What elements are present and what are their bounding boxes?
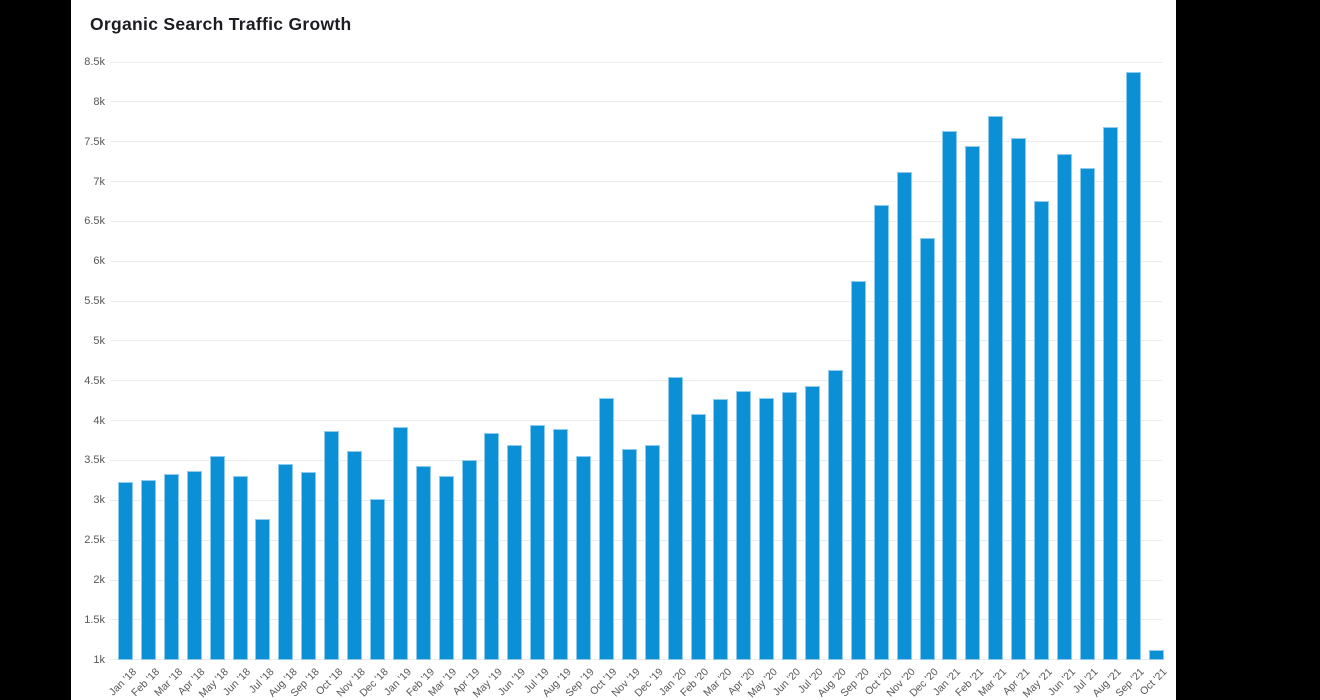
y-tick-label: 8k [93, 95, 105, 108]
bar[interactable] [461, 459, 477, 660]
y-tick-label: 6.5k [84, 215, 105, 228]
y-tick-label: 5k [93, 334, 105, 347]
bar[interactable] [850, 281, 866, 660]
bar[interactable] [782, 391, 798, 660]
bar[interactable] [1056, 154, 1072, 660]
bar[interactable] [553, 429, 569, 660]
bar[interactable] [667, 376, 683, 660]
bar[interactable] [415, 466, 431, 660]
bar-chart: 1k 1.5k 2k 2.5k 3k 3.5k 4k 4.5k 5k 5.5k 6k 6.5k 7k 7.… [71, 0, 1176, 700]
y-tick-label: 3.5k [84, 454, 105, 467]
gridline [110, 340, 1162, 342]
bar[interactable] [186, 470, 202, 660]
bar[interactable] [324, 430, 340, 660]
y-tick-label: 1.5k [84, 613, 105, 626]
bar[interactable] [530, 425, 546, 660]
bar[interactable] [118, 481, 133, 660]
bar[interactable] [598, 397, 614, 660]
bar[interactable] [1011, 137, 1027, 660]
y-tick-label: 5.5k [84, 295, 105, 308]
bar[interactable] [644, 444, 660, 660]
bar[interactable] [1034, 201, 1049, 660]
gridline [110, 61, 1162, 63]
bar[interactable] [736, 391, 752, 660]
bar[interactable] [232, 475, 248, 660]
gridline [110, 181, 1162, 183]
bar[interactable] [988, 116, 1004, 660]
gridline [110, 101, 1162, 103]
bar[interactable] [759, 397, 775, 660]
bar[interactable] [392, 426, 408, 660]
bar[interactable] [621, 448, 637, 660]
bar[interactable] [347, 450, 362, 660]
chart-title: Organic Search Traffic Growth [90, 14, 352, 34]
y-tick-label: 3k [93, 494, 105, 507]
gridline [110, 380, 1162, 382]
bar[interactable] [1079, 167, 1095, 660]
y-tick-label: 1k [93, 653, 105, 666]
bar[interactable] [278, 464, 294, 660]
gridline [110, 420, 1162, 422]
bar[interactable] [1148, 650, 1164, 660]
bar[interactable] [1102, 127, 1118, 660]
bar[interactable] [965, 146, 981, 660]
y-tick-label: 7k [93, 175, 105, 188]
gridline [110, 260, 1162, 262]
bar[interactable] [576, 455, 591, 660]
y-tick-label: 4.5k [84, 374, 105, 387]
gridline [110, 220, 1162, 222]
y-tick-label: 6k [93, 255, 105, 268]
bar[interactable] [140, 479, 156, 660]
bar[interactable] [484, 432, 500, 660]
bar[interactable] [713, 399, 729, 660]
y-tick-label: 2k [93, 574, 105, 586]
y-tick-label: 7.5k [84, 135, 105, 148]
bar[interactable] [896, 171, 912, 660]
bar[interactable] [369, 498, 385, 660]
bar[interactable] [301, 471, 317, 660]
y-tick-label: 2.5k [84, 534, 105, 547]
gridline [110, 141, 1162, 143]
bar[interactable] [827, 369, 843, 660]
y-tick-label: 4k [93, 414, 105, 427]
bar[interactable] [805, 385, 820, 660]
gridline [110, 300, 1162, 302]
y-tick-label: 8.5k [84, 56, 105, 68]
chart-panel: Organic Search Traffic Growth 1k 1.5k 2k 2.… [71, 0, 1176, 700]
bar[interactable] [919, 238, 935, 660]
bar[interactable] [163, 474, 179, 660]
bar[interactable] [873, 205, 889, 660]
bar[interactable] [690, 414, 706, 660]
gridline [110, 659, 1162, 661]
bar[interactable] [209, 456, 225, 660]
bar[interactable] [507, 444, 523, 660]
bar[interactable] [255, 519, 271, 660]
bar[interactable] [1125, 71, 1141, 660]
bar[interactable] [438, 475, 454, 660]
bar[interactable] [942, 130, 958, 660]
